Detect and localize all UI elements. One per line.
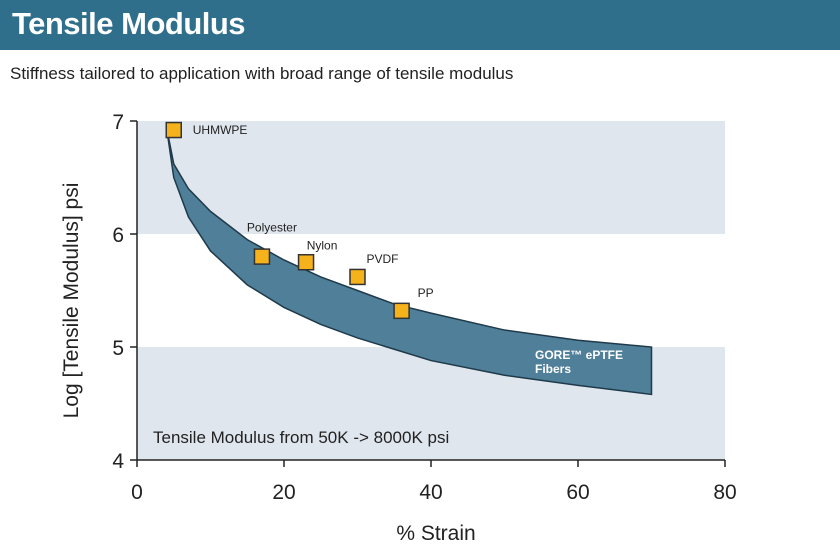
region-label-line2: Fibers	[535, 362, 571, 376]
label-pvdf: PVDF	[366, 252, 398, 266]
label-polyester: Polyester	[247, 221, 297, 235]
x-tick-label: 20	[272, 481, 295, 504]
chart-axes: 0 20 40 60 80 4 5 6 7	[112, 111, 736, 504]
region-label-line1: GORE™ ePTFE	[535, 348, 623, 362]
band-1	[137, 121, 725, 234]
label-uhmwpe: UHMWPE	[193, 123, 248, 137]
marker-uhmwpe	[165, 121, 182, 139]
x-tick-label: 40	[419, 481, 442, 504]
x-axis-title: % Strain	[396, 522, 475, 545]
x-tick-label: 80	[713, 481, 736, 504]
header-bar: Tensile Modulus	[0, 0, 840, 50]
label-pp: PP	[418, 286, 434, 300]
marker-polyester	[253, 248, 271, 265]
y-tick-label: 5	[112, 337, 124, 360]
marker-nylon	[297, 254, 315, 271]
page-subtitle: Stiffness tailored to application with b…	[10, 64, 514, 83]
y-tick-label: 6	[112, 224, 124, 247]
label-nylon: Nylon	[307, 238, 338, 252]
material-points: UHMWPE Polyester Nylon PVDF PP	[165, 121, 434, 320]
y-tick-label: 7	[112, 111, 124, 134]
modulus-range-note: Tensile Modulus from 50K -> 8000K psi	[153, 428, 449, 447]
y-tick-label: 4	[112, 450, 124, 473]
marker-pp	[393, 302, 410, 320]
x-tick-label: 60	[566, 481, 589, 504]
page-title: Tensile Modulus	[12, 6, 246, 41]
marker-pvdf	[349, 268, 366, 286]
y-axis-title: Log [Tensile Modulus] psi	[60, 183, 83, 419]
x-tick-label: 0	[131, 481, 143, 504]
